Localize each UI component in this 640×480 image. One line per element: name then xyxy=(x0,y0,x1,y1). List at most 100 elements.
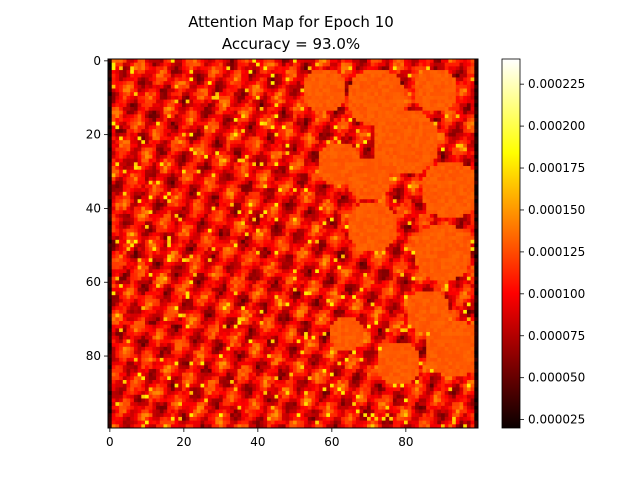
heatmap-cell xyxy=(441,188,446,193)
heatmap-cell xyxy=(307,191,312,196)
heatmap-cell xyxy=(455,114,460,119)
heatmap-cell xyxy=(226,110,231,115)
heatmap-cell xyxy=(322,206,327,211)
heatmap-cell xyxy=(444,236,449,241)
heatmap-cell xyxy=(163,232,168,237)
heatmap-cell xyxy=(311,202,316,207)
heatmap-cell xyxy=(370,132,375,137)
heatmap-cell xyxy=(337,103,342,108)
heatmap-cell xyxy=(182,158,187,163)
heatmap-cell xyxy=(300,136,305,141)
heatmap-cell xyxy=(204,177,209,182)
heatmap-cell xyxy=(400,169,405,174)
heatmap-cell xyxy=(230,77,235,82)
heatmap-cell xyxy=(145,81,150,86)
heatmap-cell xyxy=(392,77,397,82)
heatmap-cell xyxy=(429,228,434,233)
heatmap-cell xyxy=(222,188,227,193)
heatmap-cell xyxy=(352,129,357,134)
heatmap-cell xyxy=(156,166,161,171)
heatmap-cell xyxy=(415,66,420,71)
heatmap-cell xyxy=(330,188,335,193)
heatmap-cell xyxy=(289,213,294,219)
heatmap-cell xyxy=(115,221,120,226)
heatmap-cell xyxy=(304,169,309,174)
heatmap-cell xyxy=(133,81,138,86)
heatmap-cell xyxy=(133,147,138,152)
heatmap-cell xyxy=(367,129,372,134)
heatmap-cell xyxy=(222,140,227,145)
heatmap-cell xyxy=(108,188,113,193)
heatmap-cell xyxy=(163,188,168,193)
heatmap-cell xyxy=(241,184,246,189)
heatmap-cell xyxy=(304,95,309,100)
heatmap-cell xyxy=(448,132,453,137)
heatmap-cell xyxy=(215,239,220,244)
heatmap-cell xyxy=(426,147,431,152)
heatmap-cell xyxy=(318,92,323,97)
heatmap-cell xyxy=(326,84,331,89)
heatmap-cell xyxy=(315,110,320,115)
heatmap-cell xyxy=(259,110,264,115)
heatmap-cell xyxy=(352,206,357,211)
heatmap-cell xyxy=(470,62,475,67)
heatmap-cell xyxy=(274,162,279,167)
heatmap-cell xyxy=(407,180,412,185)
heatmap-cell xyxy=(341,188,346,193)
heatmap-cell xyxy=(429,166,434,171)
heatmap-cell xyxy=(378,225,383,230)
heatmap-cell xyxy=(344,199,349,204)
heatmap-cell xyxy=(363,151,368,156)
heatmap-cell xyxy=(152,110,157,115)
heatmap-cell xyxy=(156,232,161,237)
heatmap-cell xyxy=(170,62,175,67)
heatmap-cell xyxy=(433,59,438,64)
heatmap-cell xyxy=(108,195,113,200)
heatmap-cell xyxy=(267,166,272,171)
heatmap-cell xyxy=(359,95,364,100)
heatmap-cell xyxy=(433,118,438,123)
heatmap-cell xyxy=(174,154,179,160)
heatmap-cell xyxy=(315,213,320,219)
heatmap-cell xyxy=(448,84,453,89)
heatmap-cell xyxy=(437,70,442,75)
heatmap-cell xyxy=(389,166,394,171)
heatmap-cell xyxy=(204,210,209,215)
heatmap-cell xyxy=(226,210,231,215)
heatmap-cell xyxy=(470,228,475,233)
heatmap-cell xyxy=(281,66,286,71)
heatmap-cell xyxy=(396,225,401,230)
heatmap-cell xyxy=(182,88,187,93)
heatmap-cell xyxy=(359,154,364,160)
heatmap-cell xyxy=(289,62,294,67)
heatmap-cell xyxy=(263,210,268,215)
heatmap-cell xyxy=(200,118,205,123)
heatmap-cell xyxy=(207,92,212,97)
heatmap-cell xyxy=(455,125,460,130)
heatmap-cell xyxy=(296,147,301,152)
heatmap-cell xyxy=(122,59,127,64)
heatmap-cell xyxy=(182,62,187,67)
heatmap-cell xyxy=(337,95,342,100)
heatmap-cell xyxy=(437,221,442,226)
heatmap-cell xyxy=(411,99,416,104)
heatmap-cell xyxy=(392,195,397,200)
heatmap-cell xyxy=(159,210,164,215)
heatmap-cell xyxy=(307,147,312,152)
heatmap-cell xyxy=(396,236,401,241)
heatmap-cell xyxy=(145,169,150,174)
heatmap-cell xyxy=(200,199,205,204)
heatmap-cell xyxy=(422,154,427,160)
heatmap-cell xyxy=(182,81,187,86)
heatmap-cell xyxy=(189,184,194,189)
heatmap-cell xyxy=(385,88,390,93)
heatmap-cell xyxy=(233,125,238,130)
heatmap-cell xyxy=(148,118,153,123)
heatmap-cell xyxy=(433,84,438,89)
heatmap-cell xyxy=(348,180,353,185)
heatmap-cell xyxy=(330,202,335,207)
heatmap-cell xyxy=(133,173,138,178)
heatmap-cell xyxy=(404,162,409,167)
heatmap-cell xyxy=(204,232,209,237)
heatmap-cell xyxy=(274,95,279,100)
